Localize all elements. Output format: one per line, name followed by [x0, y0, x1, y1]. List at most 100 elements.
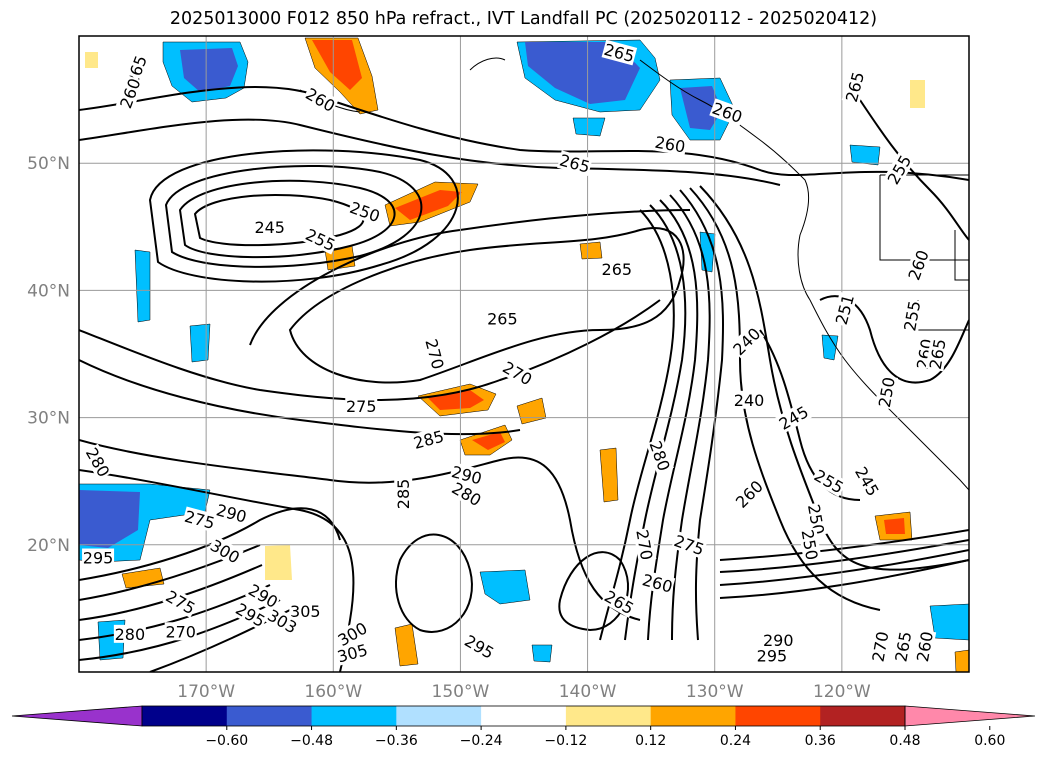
colorbar-extend-high	[904, 705, 1036, 727]
contour-label-bg	[709, 98, 746, 127]
colorbar-swatch	[735, 706, 821, 726]
contour-label-bg	[731, 476, 767, 512]
contour-label-bg	[671, 530, 708, 559]
contour-label-bg	[912, 629, 937, 664]
contour-label-bg	[733, 390, 766, 409]
negative-region-shading	[479, 569, 531, 605]
colorbar-tick-label: 0.36	[805, 733, 836, 749]
negative-region-core	[180, 48, 238, 92]
contour-label-bg	[206, 535, 244, 567]
contour-label-bg	[245, 579, 282, 612]
contour-label-bg	[115, 75, 144, 112]
positive-region-shading	[265, 545, 292, 580]
contour-label: 240	[734, 391, 765, 410]
contour-label-bg	[162, 586, 200, 618]
contour-label-bg	[868, 629, 892, 664]
positive-region-shading	[579, 241, 603, 260]
negative-region-shading	[849, 144, 881, 166]
negative-region-shading	[134, 249, 151, 323]
positive-region-shading	[910, 80, 925, 108]
negative-region-shading	[531, 644, 553, 663]
contour-label-bg	[904, 246, 933, 284]
contour-label-bg	[182, 506, 218, 533]
contour-label-bg	[728, 323, 765, 359]
negative-region-core	[680, 86, 722, 130]
contour-label: 270	[165, 622, 196, 641]
contour-label-bg	[810, 465, 848, 497]
lon-tick-label: 140°W	[559, 682, 617, 702]
contour-label-bg	[646, 437, 674, 474]
contour-label: 265	[487, 309, 518, 328]
lon-tick-label: 170°W	[177, 682, 235, 702]
contour-label: 265	[602, 260, 633, 279]
gridlines	[79, 36, 969, 672]
lon-tick-label: 160°W	[304, 682, 362, 702]
contour-label-bg	[652, 132, 688, 156]
contour-label: 295	[83, 549, 114, 568]
lon-axis-labels: 170°W 160°W 150°W 140°W 130°W 120°W	[177, 682, 871, 702]
lon-tick-label: 120°W	[813, 682, 871, 702]
contour-label-bg	[601, 39, 638, 66]
contour-label-bg	[874, 374, 898, 410]
contour-label-bg	[900, 298, 924, 334]
colorbar-swatch	[820, 706, 906, 726]
contour-label-bg	[639, 570, 676, 596]
contour-label-bg	[82, 443, 114, 481]
colorbar-swatch	[226, 706, 313, 726]
contour-label-bg	[213, 500, 250, 526]
contour-label-bg	[601, 586, 638, 618]
map-frame	[78, 35, 970, 673]
lon-tick-label: 130°W	[686, 682, 744, 702]
contour-label: 245	[254, 218, 285, 237]
contour-label-bg	[302, 224, 339, 255]
contour-label-bg	[461, 630, 498, 663]
colorbar-swatch	[481, 706, 567, 726]
contour-label-bg	[486, 309, 519, 328]
colorbar-tick-label: 0.24	[720, 733, 751, 749]
positive-region-core	[312, 40, 362, 90]
colorbar-swatch	[565, 706, 652, 726]
contour-label-bg	[883, 151, 915, 188]
contour-label-bg	[232, 598, 269, 631]
contour-label: 305	[290, 602, 321, 621]
contour-label-bg	[113, 624, 146, 643]
contour-label-bg	[164, 622, 197, 641]
contour-label-bg	[264, 605, 301, 637]
colorbar-swatch	[396, 706, 482, 726]
lat-tick-label: 20°N	[27, 536, 70, 556]
negative-region-shading	[189, 323, 211, 363]
contour-label-bg	[334, 640, 371, 666]
colorbar-outline	[141, 705, 906, 727]
lat-tick-label: 40°N	[27, 281, 70, 301]
contour-label: 285	[394, 479, 413, 510]
positive-region-core	[884, 518, 905, 534]
colorbar-extend-low	[11, 705, 143, 727]
contour-label-bg	[334, 618, 371, 650]
contour-label-bg	[410, 426, 447, 453]
colorbar-swatch	[311, 706, 397, 726]
contour-label-bg	[831, 291, 858, 328]
contour-label: 290	[763, 631, 794, 650]
contour-label-bg	[633, 527, 657, 563]
contour-label-bg	[804, 502, 829, 537]
contour-label-bg	[253, 217, 286, 236]
colorbar-swatch	[142, 706, 228, 726]
positive-region-core	[428, 390, 484, 410]
colorbar-tick-label: 0.12	[635, 733, 666, 749]
contour-label-bg	[600, 259, 633, 278]
colorbar-tick-label: −0.60	[205, 733, 248, 749]
negative-region-shading	[929, 603, 969, 641]
negative-region-shading	[821, 334, 839, 361]
lat-tick-label: 50°N	[27, 154, 70, 174]
colorbar-tick-label: 0.60	[974, 733, 1005, 749]
colorbar-swatch	[650, 706, 736, 726]
colorbar-tick-label: −0.24	[460, 733, 503, 749]
positive-region-shading	[599, 447, 619, 503]
map-title: 2025013000 F012 850 hPa refract., IVT La…	[169, 9, 878, 29]
colorbar-tick-label: 0.48	[889, 733, 920, 749]
contour-label-bg	[302, 83, 339, 116]
contour-label-bg	[851, 462, 884, 500]
contour-label-bg	[394, 477, 413, 510]
map-background	[79, 36, 969, 672]
